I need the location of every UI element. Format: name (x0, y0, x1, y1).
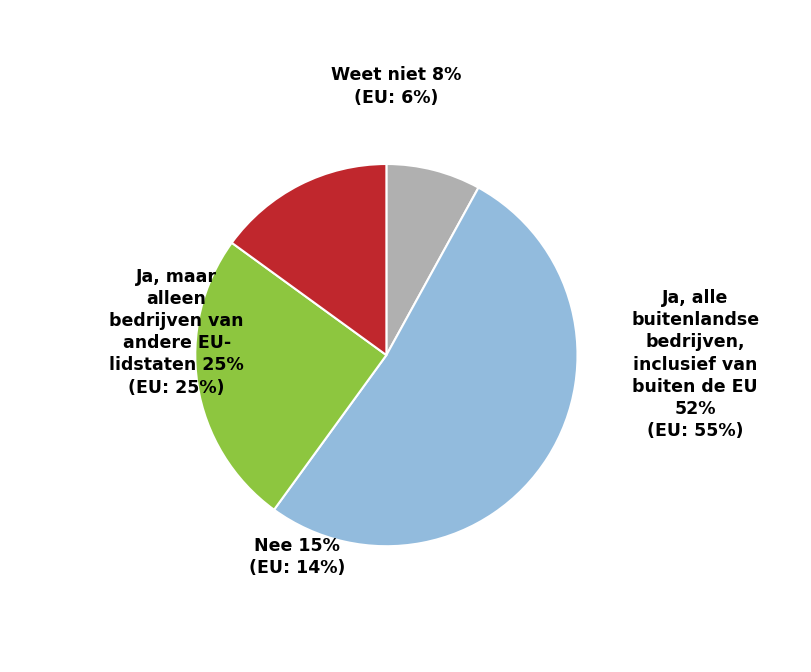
Wedge shape (274, 187, 577, 546)
Wedge shape (195, 243, 386, 510)
Text: Ja, maar
alleen
bedrijven van
andere EU-
lidstaten 25%
(EU: 25%): Ja, maar alleen bedrijven van andere EU-… (109, 267, 244, 396)
Text: Weet niet 8%
(EU: 6%): Weet niet 8% (EU: 6%) (331, 67, 461, 107)
Wedge shape (232, 164, 386, 355)
Text: Ja, alle
buitenlandse
bedrijven,
inclusief van
buiten de EU
52%
(EU: 55%): Ja, alle buitenlandse bedrijven, inclusi… (631, 289, 759, 440)
Wedge shape (386, 164, 478, 355)
Text: Nee 15%
(EU: 14%): Nee 15% (EU: 14%) (249, 537, 345, 577)
